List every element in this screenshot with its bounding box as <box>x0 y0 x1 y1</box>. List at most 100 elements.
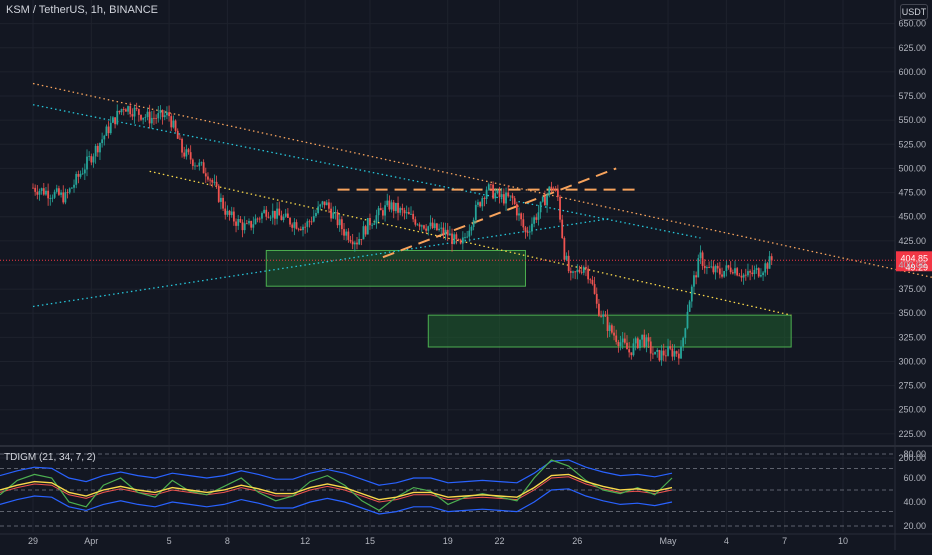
candle-body <box>232 211 235 222</box>
candle-body <box>196 165 199 167</box>
candle-body <box>440 227 443 229</box>
candle-body <box>468 230 471 237</box>
candle-body <box>70 187 73 189</box>
currency-button[interactable]: USDT <box>900 4 928 20</box>
candle-body <box>353 242 356 245</box>
candle-body <box>317 206 320 213</box>
candle-body <box>569 271 572 273</box>
candle-body <box>433 223 436 229</box>
candle-body <box>515 204 518 216</box>
candle-body <box>554 189 557 191</box>
y-tick-label: 550.00 <box>898 115 926 125</box>
candle-body <box>654 351 656 355</box>
candle-body <box>176 130 179 139</box>
candle-body <box>306 221 309 227</box>
candle-body <box>325 202 328 206</box>
candle-body <box>200 162 203 164</box>
candle-body <box>118 110 121 113</box>
candle-body <box>360 239 363 240</box>
candle-body <box>770 256 773 261</box>
candle-body <box>751 272 754 275</box>
candle-body <box>99 143 101 153</box>
candle-body <box>410 213 412 215</box>
candle-body <box>572 271 574 273</box>
indicator-y-tick: 80.00 <box>903 449 926 459</box>
candle-body <box>660 350 663 361</box>
trend-line <box>149 170 792 316</box>
candle-body <box>690 286 693 302</box>
candle-body <box>356 242 358 245</box>
candle-body <box>522 219 525 228</box>
candle-body <box>170 116 173 128</box>
candle-body <box>88 156 91 157</box>
candle-body <box>194 165 196 167</box>
candle-body <box>315 212 317 217</box>
candle-body <box>470 226 473 231</box>
candle-body <box>189 152 192 160</box>
candle-body <box>397 202 399 213</box>
candle-body <box>652 353 654 355</box>
candle-body <box>520 213 523 220</box>
candle-body <box>608 325 611 331</box>
candle-body <box>673 351 676 357</box>
candle-body <box>375 215 378 224</box>
candle-body <box>477 202 479 205</box>
candle-body <box>224 208 227 215</box>
candle-body <box>183 152 186 157</box>
candle-body <box>526 232 529 234</box>
candle-body <box>220 197 222 202</box>
candle-body <box>217 185 220 202</box>
candle-body <box>265 209 268 217</box>
y-tick-label: 350.00 <box>898 308 926 318</box>
indicator-green-line <box>0 459 673 512</box>
candle-body <box>394 202 397 212</box>
candle-body <box>451 233 453 245</box>
candle-body <box>209 179 212 181</box>
candle-body <box>45 190 47 195</box>
candle-body <box>131 114 134 117</box>
candle-body <box>693 275 695 287</box>
candle-body <box>718 268 721 275</box>
candle-body <box>731 272 734 274</box>
candle-body <box>261 213 263 219</box>
y-tick-label: 450.00 <box>898 212 926 222</box>
candle-body <box>589 279 592 281</box>
candle-body <box>479 202 482 207</box>
candle-body <box>377 208 380 216</box>
candle-body <box>606 316 609 331</box>
candle-body <box>286 213 289 218</box>
candle-body <box>446 229 449 236</box>
candle-body <box>531 223 533 232</box>
candle-body <box>509 195 512 197</box>
x-tick-label: 8 <box>225 536 230 546</box>
candle-body <box>55 188 58 192</box>
candle-body <box>498 190 501 198</box>
candle-body <box>563 238 566 260</box>
indicator-pane <box>0 453 895 527</box>
candle-body <box>725 265 728 271</box>
candle-body <box>706 267 708 269</box>
candle-body <box>636 338 639 348</box>
candle-body <box>144 116 147 118</box>
candle-body <box>507 192 510 197</box>
candle-body <box>639 339 641 348</box>
candle-body <box>135 107 138 110</box>
candle-body <box>338 219 341 226</box>
candle-body <box>567 255 570 272</box>
symbol-title: KSM / TetherUS, 1h, BINANCE <box>6 4 159 16</box>
candle-body <box>747 271 749 276</box>
candle-body <box>92 156 95 163</box>
candle-body <box>714 265 717 273</box>
candle-body <box>427 226 430 231</box>
candle-body <box>585 266 587 269</box>
candle-body <box>658 349 661 361</box>
candle-body <box>343 229 345 236</box>
candle-body <box>295 222 298 229</box>
y-tick-label: 275.00 <box>898 381 926 391</box>
candle-body <box>146 111 149 117</box>
candle-body <box>319 204 322 207</box>
candle-body <box>235 221 237 226</box>
candle-body <box>213 181 216 183</box>
